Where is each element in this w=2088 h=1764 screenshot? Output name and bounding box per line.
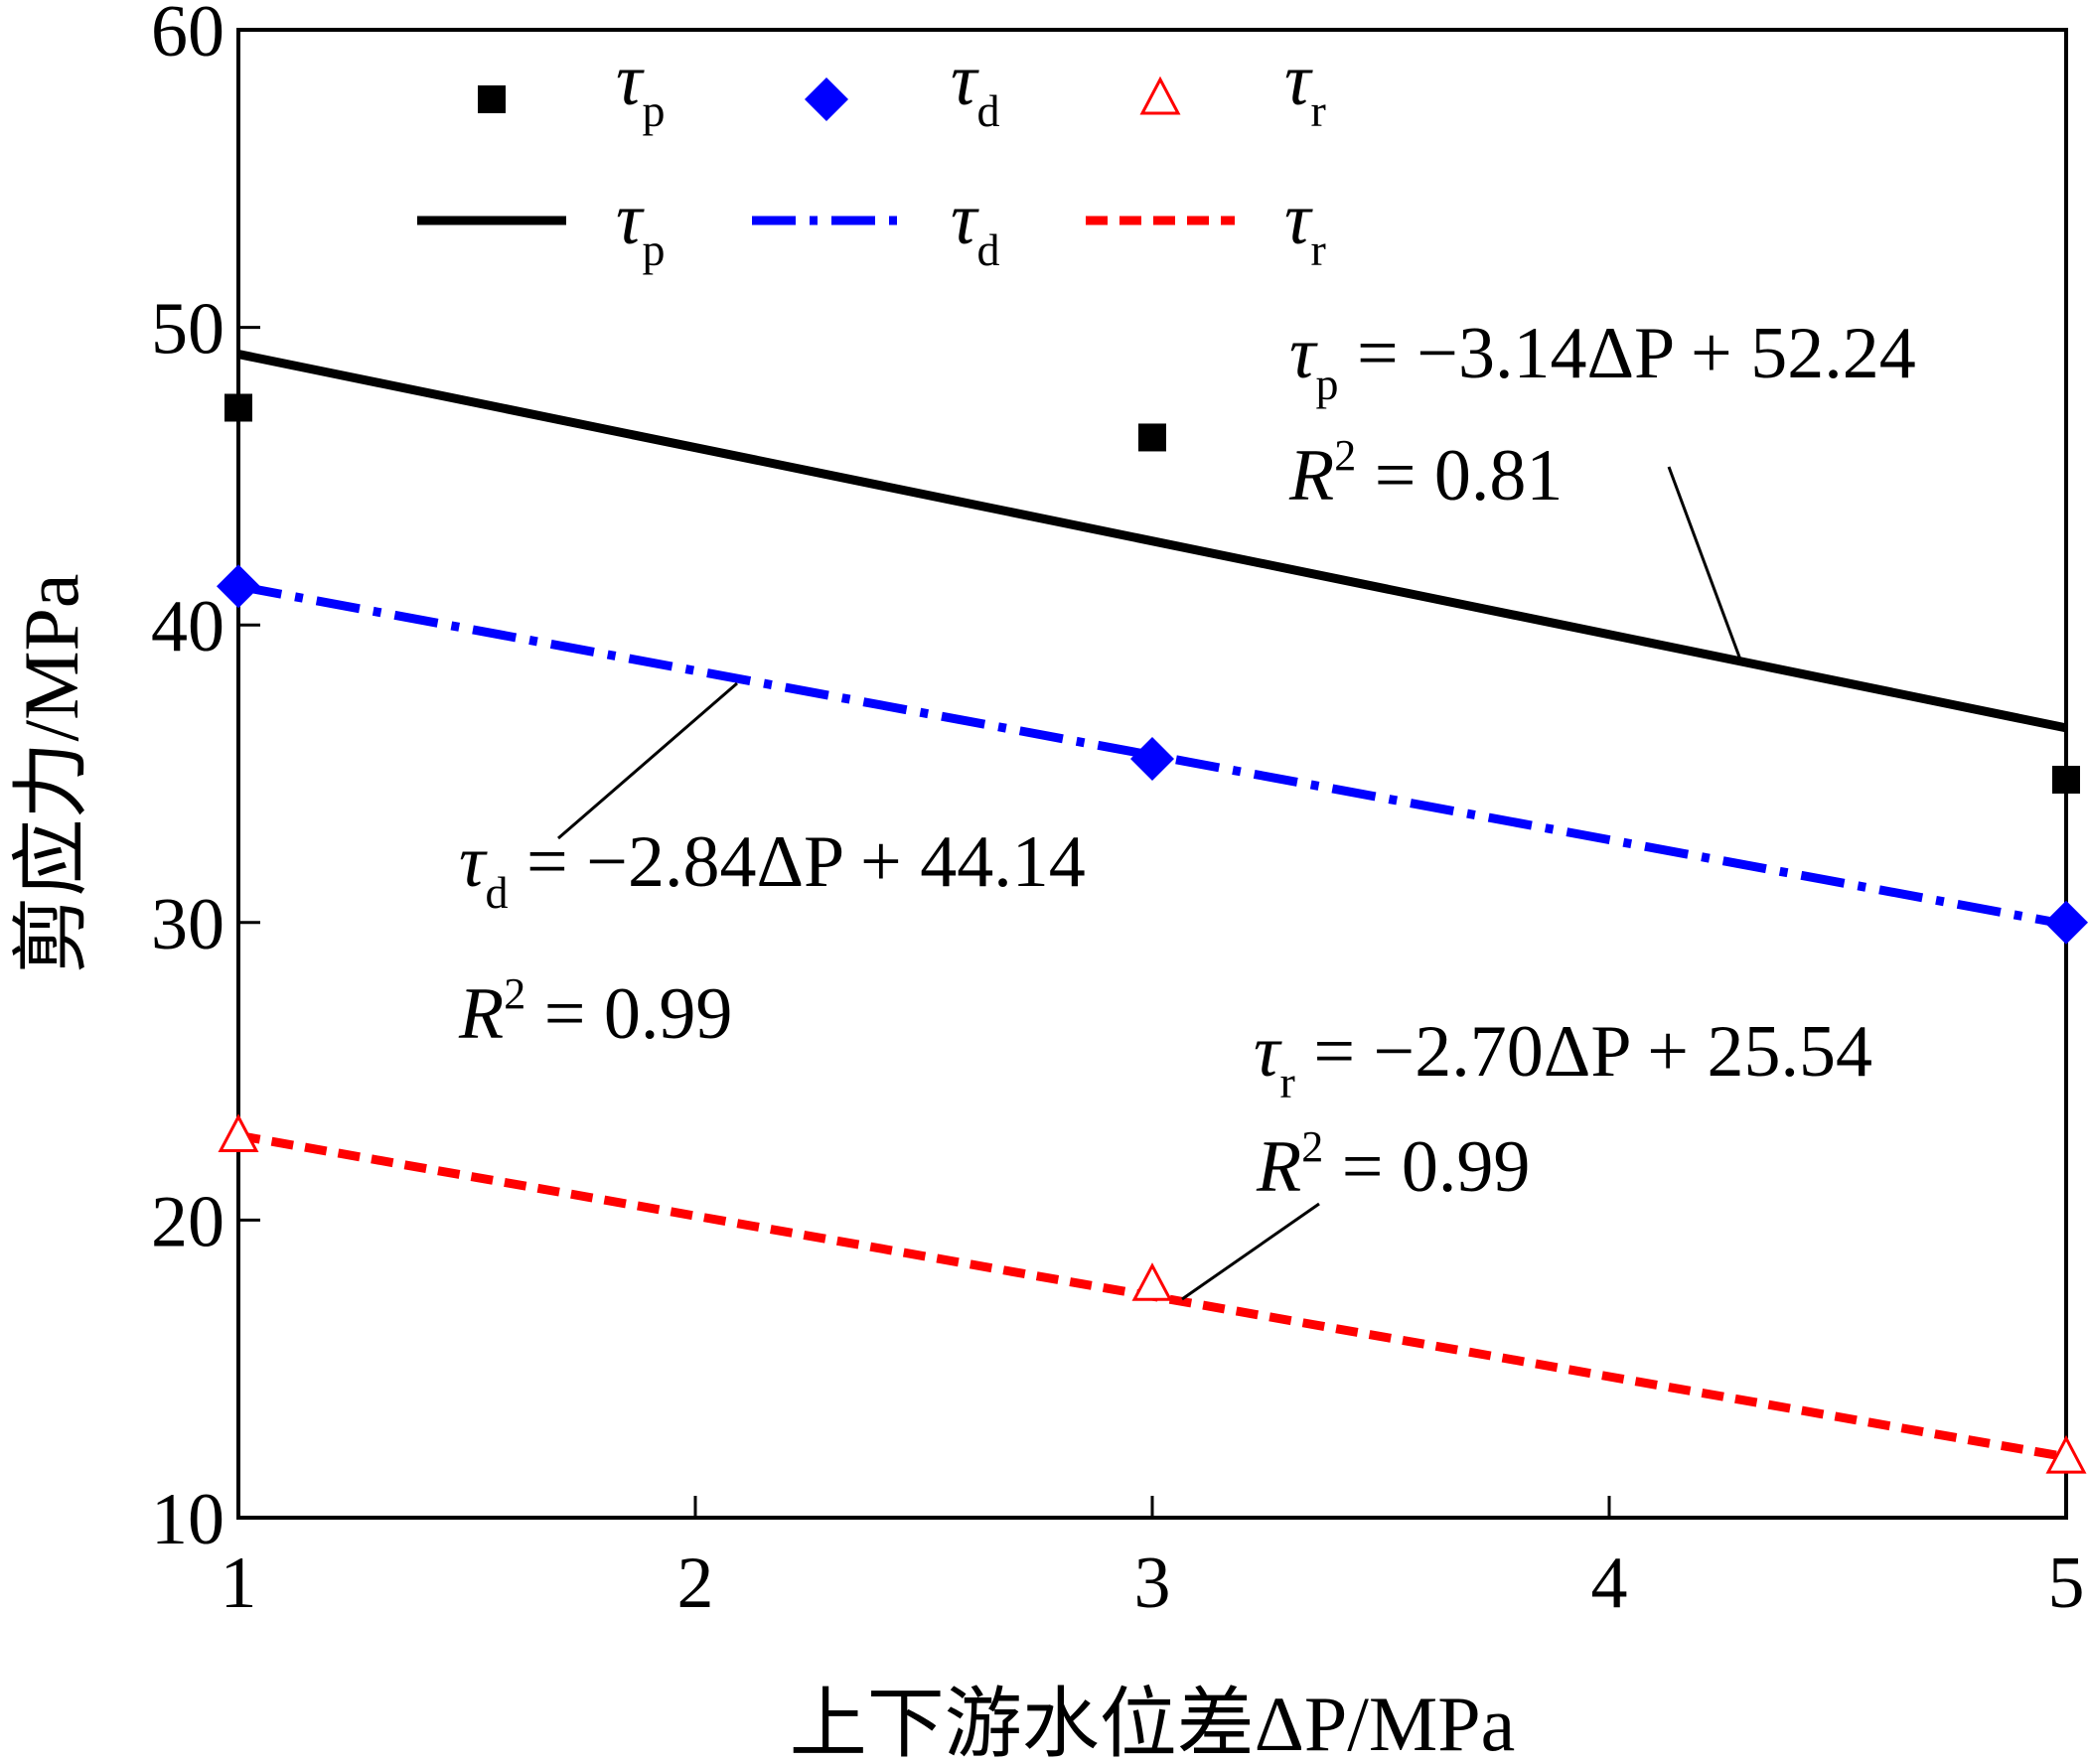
r-squared-r: R2 = 0.99	[1256, 1122, 1530, 1208]
data-point-p	[1138, 423, 1166, 452]
data-point-d	[1130, 737, 1174, 782]
legend: τp τp τd τd τr τr	[417, 40, 1326, 275]
fit-equation-d: τd = −2.84ΔP + 44.14	[459, 821, 1086, 918]
fit-equation-r: τr = −2.70ΔP + 25.54	[1254, 1011, 1872, 1107]
data-point-r	[1131, 1262, 1173, 1301]
y-tick-label: 40	[151, 586, 224, 667]
x-tick-label: 4	[1591, 1543, 1628, 1624]
y-tick-label: 30	[151, 884, 224, 965]
fit-equation-p: τp = −3.14ΔP + 52.24	[1289, 313, 1916, 409]
x-tick-label: 1	[221, 1543, 257, 1624]
legend-marker-d	[805, 77, 848, 121]
series-r	[218, 1113, 2087, 1474]
plot-area: 1 2 3 4 5102030405060上下游水位差ΔP/MPa剪应力/MPaτpτp…	[8, 0, 2088, 1764]
y-tick-label: 50	[151, 289, 224, 370]
legend-symbol-label-p: τp	[616, 40, 666, 136]
x-axis-title: 上下游水位差ΔP/MPa	[790, 1681, 1516, 1764]
x-tick-label: 3	[1134, 1543, 1171, 1624]
data-point-r	[2045, 1434, 2087, 1474]
legend-symbol-label-r: τr	[1284, 40, 1326, 136]
fit-line-p	[237, 350, 2067, 733]
data-point-d	[217, 564, 260, 609]
data-point-d	[2044, 900, 2088, 945]
series-p	[224, 350, 2080, 794]
x-tick-label: 5	[2048, 1543, 2085, 1624]
legend-marker-r	[1139, 75, 1181, 115]
legend-line-label-d: τd	[951, 179, 1000, 275]
r-squared-p: R2 = 0.81	[1288, 431, 1563, 516]
legend-symbol-label-d: τd	[951, 40, 1000, 136]
x-tick-label: 2	[677, 1543, 714, 1624]
leader-line-r	[1181, 1202, 1320, 1301]
legend-line-label-r: τr	[1284, 179, 1326, 275]
data-point-r	[218, 1113, 259, 1153]
leader-line-d	[557, 681, 738, 840]
fit-line-d	[237, 581, 2067, 930]
legend-line-label-p: τp	[616, 179, 666, 275]
y-tick-label: 60	[151, 0, 224, 73]
y-tick-label: 10	[151, 1479, 224, 1560]
y-tick-label: 20	[151, 1181, 224, 1262]
data-point-p	[224, 393, 252, 422]
y-axis-title: 剪应力/MPa	[8, 573, 94, 973]
data-point-p	[2052, 765, 2080, 794]
leader-line-p	[1667, 466, 1742, 661]
legend-marker-p	[478, 85, 506, 113]
r-squared-d: R2 = 0.99	[458, 969, 732, 1055]
series-d	[217, 564, 2088, 945]
